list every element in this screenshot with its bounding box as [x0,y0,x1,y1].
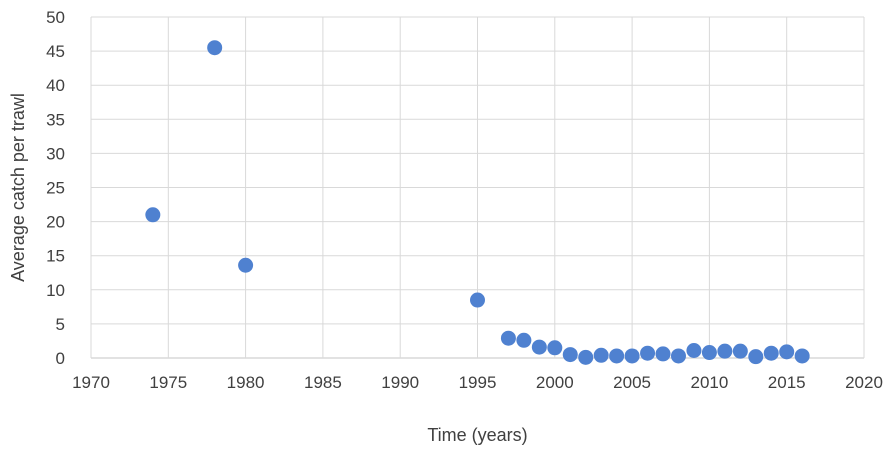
data-point [763,345,779,361]
x-tick-label: 1980 [227,373,265,392]
y-tick-label: 40 [46,76,65,95]
x-tick-label: 1970 [72,373,110,392]
x-tick-label: 2005 [613,373,651,392]
y-tick-label: 45 [46,42,65,61]
data-point [794,348,810,364]
y-tick-label: 25 [46,179,65,198]
data-point [686,342,702,358]
y-tick-label: 0 [56,349,65,368]
y-tick-label: 30 [46,144,65,163]
y-axis-title: Average catch per trawl [8,93,28,282]
data-points [145,40,810,365]
y-tick-label: 35 [46,110,65,129]
y-tick-labels: 0 5 10 15 20 25 30 35 40 45 50 [46,8,65,368]
data-point [609,348,625,364]
x-gridlines [90,17,865,358]
data-point [670,348,686,364]
data-point [547,340,563,356]
y-tick-label: 10 [46,281,65,300]
data-point [779,344,795,360]
data-point [640,345,656,361]
y-tick-label: 5 [56,315,65,334]
x-tick-label: 2000 [536,373,574,392]
y-tick-label: 20 [46,213,65,232]
x-tick-label: 2015 [768,373,806,392]
x-tick-label: 1975 [149,373,187,392]
x-tick-label: 1995 [459,373,497,392]
x-tick-label: 1990 [381,373,419,392]
data-point [624,348,640,364]
data-point [207,40,223,56]
x-axis-title: Time (years) [427,425,527,445]
data-point [578,349,594,365]
x-tick-label: 2020 [845,373,883,392]
data-point [500,330,516,346]
data-point [562,347,578,363]
data-point [145,207,161,223]
data-point [701,345,717,361]
data-point [516,332,532,348]
data-point [531,339,547,355]
data-point [470,292,485,308]
data-point [238,257,254,273]
y-tick-label: 15 [46,247,65,266]
x-tick-labels: 1970 1975 1980 1985 1990 1995 2000 2005 2010 2015… [72,373,883,392]
data-point [593,347,609,363]
x-tick-label: 1985 [304,373,342,392]
y-tick-label: 50 [46,8,65,27]
data-point [732,343,748,359]
data-point [748,349,764,365]
data-point [717,343,733,359]
data-point [655,346,671,362]
x-tick-label: 2010 [690,373,728,392]
